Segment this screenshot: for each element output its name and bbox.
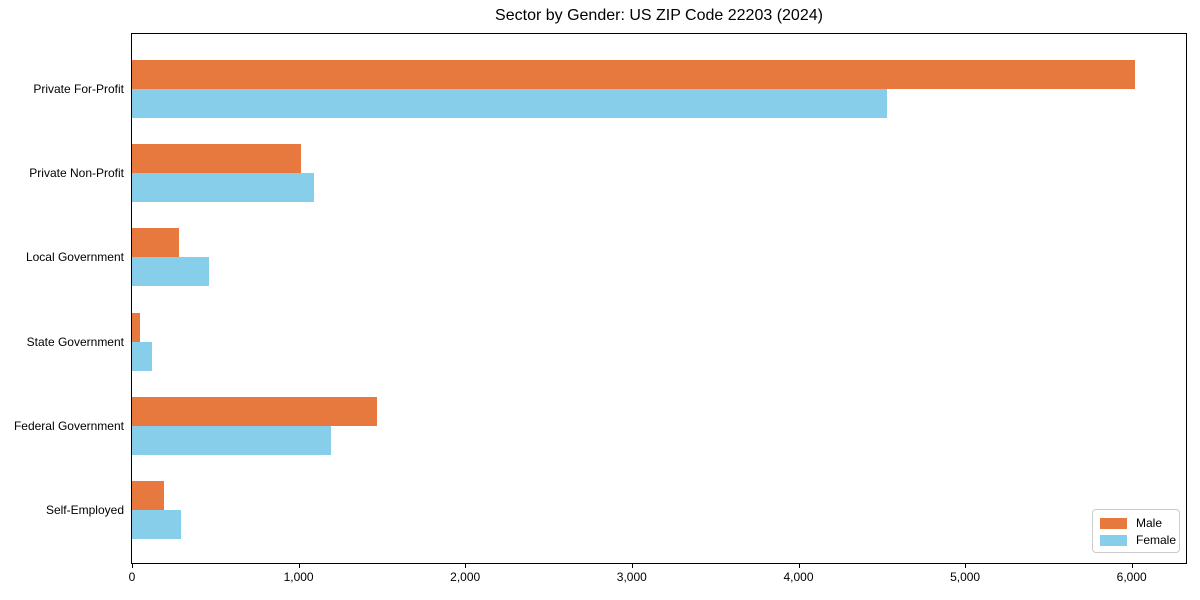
y-label-self-employed: Self-Employed: [45, 503, 124, 517]
x-tick-label-4-000: 4,000: [783, 570, 814, 584]
bar-male-private-non-profit: [132, 144, 302, 174]
legend-label-male: Male: [1136, 516, 1163, 530]
female-series-swatch: [1100, 534, 1127, 546]
x-tick-label-1-000: 1,000: [283, 570, 314, 584]
y-label-state-government: State Government: [26, 334, 124, 349]
x-tick-label-3-000: 3,000: [616, 570, 647, 584]
bar-female-private-non-profit: [132, 173, 315, 203]
legend: Male Female: [1092, 509, 1180, 553]
x-tick-3-000: [631, 563, 633, 568]
bar-male-private-for-profit: [132, 60, 1135, 89]
male-series-swatch: [1100, 517, 1127, 529]
x-tick-label-5-000: 5,000: [950, 570, 981, 584]
y-label-private-non-profit: Private Non-Profit: [29, 166, 124, 181]
legend-item-female: Female: [1100, 532, 1179, 548]
x-tick-4-000: [798, 563, 800, 568]
x-tick-0: [132, 563, 133, 568]
bar-female-self-employed: [132, 510, 182, 539]
x-tick-5-000: [965, 563, 967, 568]
bar-female-federal-government: [132, 425, 332, 455]
x-tick-label-0: 0: [128, 570, 136, 584]
bar-female-private-for-profit: [132, 89, 887, 118]
x-tick-label-2-000: 2,000: [450, 570, 481, 584]
bar-female-local-government: [132, 257, 209, 287]
bar-male-state-government: [132, 312, 141, 342]
x-tick-6-000: [1131, 563, 1133, 568]
bar-male-local-government: [132, 228, 179, 258]
bar-female-state-government: [132, 341, 152, 371]
y-label-federal-government: Federal Government: [13, 418, 124, 433]
y-label-private-for-profit: Private For-Profit: [33, 82, 124, 96]
x-tick-1-000: [298, 563, 300, 568]
plot-area: 0 1,000 2,000 3,000 4,000 5,000 6,000 Private F…: [14, 33, 1187, 584]
bar-male-self-employed: [132, 481, 164, 510]
bar-male-federal-government: [132, 396, 377, 426]
x-tick-label-6-000: 6,000: [1116, 570, 1147, 584]
y-label-local-government: Local Government: [25, 250, 124, 265]
legend-label-female: Female: [1136, 533, 1177, 547]
legend-item-male: Male: [1100, 515, 1179, 531]
x-tick-2-000: [465, 563, 467, 568]
chart-title: Sector by Gender: US ZIP Code 22203 (202…: [495, 7, 823, 24]
